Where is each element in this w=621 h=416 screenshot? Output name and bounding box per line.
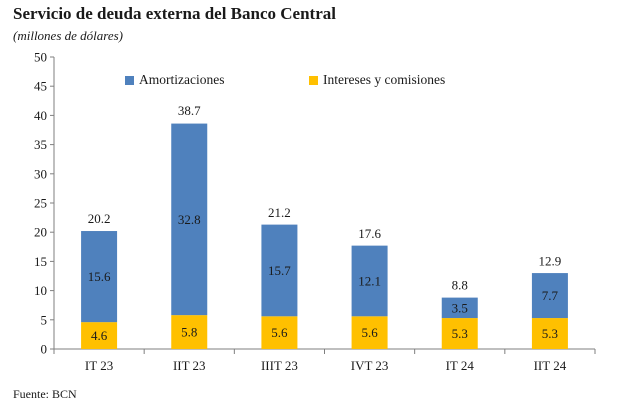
bar-segment — [531, 318, 568, 349]
y-tick-label: 5 — [41, 312, 48, 327]
bar-segment-label: 3.5 — [452, 300, 468, 315]
source-note: Fuente: BCN — [13, 387, 77, 401]
bar-segment — [171, 315, 208, 349]
chart-subtitle: (millones de dólares) — [13, 28, 123, 43]
bar-total-label: 21.2 — [268, 205, 291, 220]
y-tick-label: 40 — [34, 108, 47, 123]
bar-segment-label: 5.3 — [542, 326, 558, 341]
bar-total-label: 12.9 — [539, 254, 562, 269]
bar-segment-label: 7.7 — [542, 288, 559, 303]
bar-segment-label: 15.6 — [88, 269, 111, 284]
y-tick-label: 0 — [41, 342, 48, 357]
bar-total-label: 8.8 — [452, 278, 468, 293]
x-tick-label: IT 23 — [85, 358, 113, 373]
bar-segment-label: 5.3 — [452, 326, 468, 341]
y-tick-label: 20 — [34, 225, 47, 240]
x-tick-label: IVT 23 — [351, 358, 389, 373]
legend-item-amortizaciones: Amortizaciones — [125, 72, 224, 88]
bar-segment — [441, 318, 478, 349]
x-tick-label: IIT 24 — [534, 358, 567, 373]
y-tick-label: 35 — [34, 137, 47, 152]
y-tick-label: 45 — [34, 79, 47, 94]
bar-total-label: 38.7 — [178, 103, 201, 118]
y-tick-label: 10 — [34, 283, 47, 298]
y-tick-label: 25 — [34, 196, 47, 211]
bar-segment — [81, 322, 118, 349]
bar-total-label: 17.6 — [358, 226, 381, 241]
bar-segment-label: 4.6 — [91, 328, 108, 343]
bar-segment — [261, 224, 298, 317]
y-tick-label: 50 — [34, 50, 47, 65]
x-tick-label: IT 24 — [446, 358, 475, 373]
bar-segment-label: 5.8 — [181, 325, 197, 340]
bar-segment — [351, 245, 388, 317]
legend-swatch-intereses — [309, 75, 318, 85]
bar-segment — [441, 297, 478, 319]
bar-segment-label: 32.8 — [178, 212, 201, 227]
legend-swatch-amortizaciones — [125, 75, 134, 85]
bar-segment — [171, 123, 208, 316]
y-tick-label: 15 — [34, 254, 47, 269]
bar-segment — [531, 273, 568, 319]
legend-label-intereses: Intereses y comisiones — [323, 72, 446, 87]
bar-total-label: 20.2 — [88, 211, 111, 226]
bar-segment — [351, 316, 388, 349]
chart-title: Servicio de deuda externa del Banco Cent… — [13, 4, 336, 23]
bar-segment-label: 15.7 — [268, 263, 291, 278]
x-tick-label: IIIT 23 — [261, 358, 298, 373]
bar-segment-label: 12.1 — [358, 273, 381, 288]
bar-segment-label: 5.6 — [361, 325, 378, 340]
legend-label-amortizaciones: Amortizaciones — [139, 72, 225, 87]
bar-segment-label: 5.6 — [271, 325, 288, 340]
legend-item-intereses: Intereses y comisiones — [309, 72, 445, 88]
bar-segment — [261, 316, 298, 349]
bar-segment — [81, 231, 118, 323]
y-tick-label: 30 — [34, 166, 47, 181]
x-tick-label: IIT 23 — [173, 358, 206, 373]
